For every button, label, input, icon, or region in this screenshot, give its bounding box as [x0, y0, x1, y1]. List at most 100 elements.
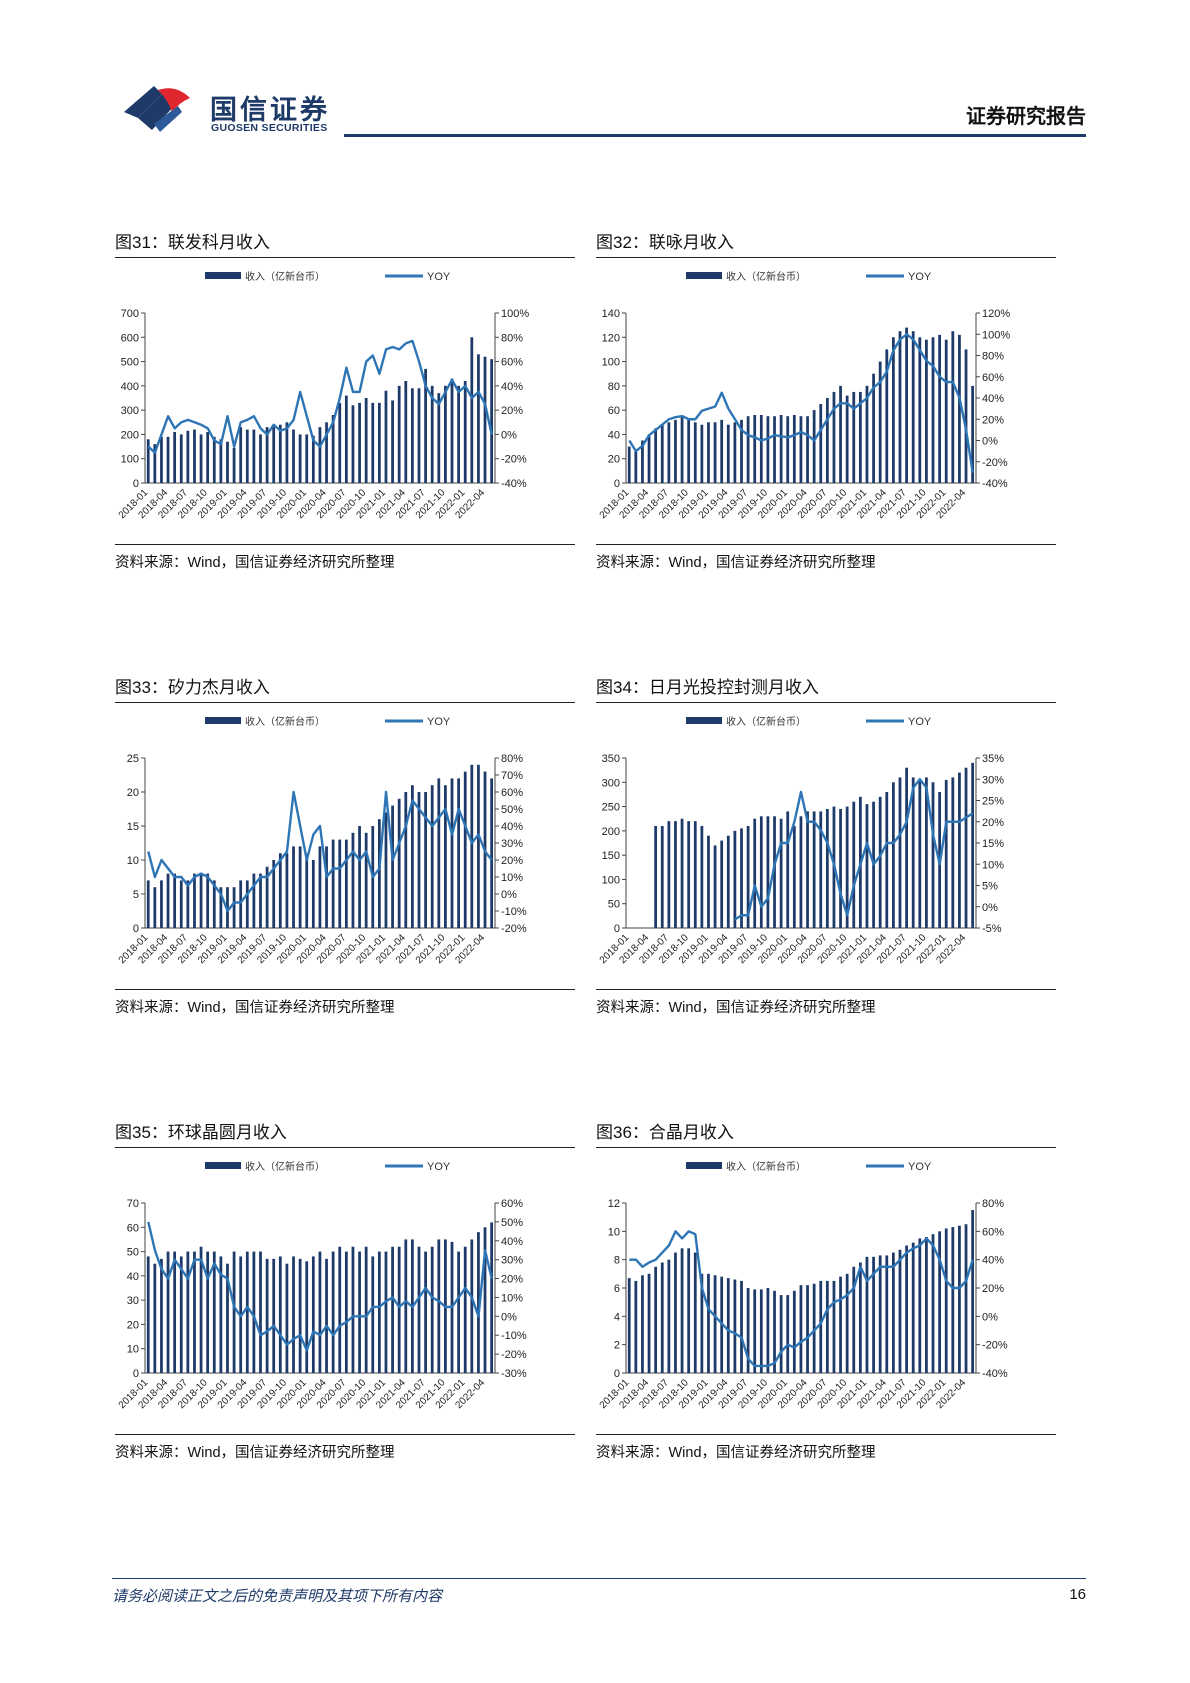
chart-panel-fig34: 图34：日月光投控封测月收入 收入（亿新台币） YOY 350 300 250 200 15… — [596, 673, 1056, 1018]
revenue-bar — [305, 434, 309, 483]
revenue-bar — [245, 880, 249, 928]
yoy-line — [734, 778, 974, 921]
right-axis-tick-label: 10% — [982, 859, 1004, 871]
revenue-bar — [892, 337, 895, 483]
revenue-bar — [193, 873, 196, 928]
revenue-bar — [812, 811, 816, 928]
revenue-bar — [153, 1263, 157, 1373]
figure-source: 资料来源：Wind，国信证券经济研究所整理 — [115, 1445, 395, 1461]
revenue-bar — [160, 880, 163, 928]
revenue-bar — [206, 1251, 210, 1373]
revenue-bar — [911, 331, 915, 483]
figure-title: 图31：联发科月收入 — [115, 233, 270, 252]
revenue-bar — [450, 778, 454, 928]
revenue-bar — [490, 778, 494, 928]
revenue-bar — [166, 1251, 170, 1373]
revenue-bar — [825, 398, 829, 483]
revenue-bar — [463, 381, 467, 483]
figure-source: 资料来源：Wind，国信证券经济研究所整理 — [596, 555, 876, 571]
revenue-bar — [490, 359, 494, 483]
revenue-bar — [806, 416, 809, 483]
left-axis-tick-label: 150 — [602, 850, 620, 862]
right-axis-tick-label: 0% — [982, 1311, 998, 1323]
revenue-bar — [733, 1279, 737, 1373]
right-axis-tick-label: 60% — [982, 372, 1004, 384]
revenue-bar — [153, 887, 157, 928]
revenue-bar — [371, 1256, 375, 1373]
revenue-bar — [713, 845, 717, 928]
revenue-bar — [424, 792, 427, 928]
chart-fig32: 收入（亿新台币） YOY 140 120 100 80 60 40 20 0 120% 100% 80%… — [598, 270, 1011, 521]
right-axis-tick-label: 50% — [501, 804, 523, 816]
legend-label-line: YOY — [908, 1161, 932, 1173]
chart-fig36: 收入（亿新台币） YOY 12 10 8 6 4 2 0 80% 60% 40% 20% 0% -20% -4… — [598, 1160, 1008, 1411]
right-axis-tick-label: -20% — [501, 923, 527, 935]
right-axis-tick-label: 35% — [982, 753, 1004, 765]
left-axis-tick-label: 0 — [614, 478, 620, 490]
right-axis-tick-label: -10% — [501, 906, 527, 918]
source-divider — [596, 544, 1056, 545]
revenue-bar — [186, 1251, 190, 1373]
right-axis-tick-label: 100% — [982, 329, 1010, 341]
revenue-bar — [792, 415, 796, 483]
revenue-bar — [918, 1238, 922, 1373]
chart-fig35: 收入（亿新台币） YOY 70 60 50 40 30 20 10 0 60% 50% 40% 30% 20… — [117, 1160, 527, 1411]
legend-label-bar: 收入（亿新台币） — [726, 715, 806, 728]
revenue-bar — [292, 429, 295, 483]
yoy-line — [629, 1230, 974, 1368]
left-axis-tick-label: 5 — [133, 889, 139, 901]
revenue-bar — [832, 1280, 836, 1373]
revenue-bar — [160, 436, 163, 483]
revenue-bar — [278, 853, 282, 928]
left-axis-tick-label: 350 — [602, 753, 620, 765]
revenue-bar — [417, 792, 421, 928]
revenue-bar — [958, 1225, 961, 1373]
revenue-bar — [674, 419, 677, 483]
right-axis-tick-label: 0% — [501, 429, 517, 441]
right-axis-tick-label: 40% — [982, 393, 1004, 405]
revenue-bar — [925, 777, 928, 928]
revenue-bar — [674, 1252, 677, 1373]
revenue-bar — [845, 1273, 849, 1373]
left-axis-tick-label: 40 — [608, 429, 620, 441]
revenue-bar — [746, 416, 750, 483]
revenue-bar — [259, 434, 262, 483]
revenue-bar — [693, 821, 697, 928]
revenue-bar — [146, 439, 150, 483]
revenue-bar — [938, 1231, 941, 1373]
revenue-bar — [444, 785, 447, 928]
revenue-bar — [166, 873, 170, 928]
revenue-bar — [812, 1283, 816, 1373]
revenue-bar — [766, 1288, 770, 1373]
footer-divider — [112, 1578, 1086, 1579]
revenue-bar — [305, 853, 309, 928]
revenue-bar — [226, 441, 229, 483]
title-divider — [115, 702, 575, 703]
right-axis-tick-label: 5% — [982, 881, 998, 893]
revenue-bar — [713, 422, 717, 483]
left-axis-tick-label: 6 — [614, 1283, 620, 1295]
revenue-bar — [971, 1210, 975, 1373]
revenue-bar — [411, 388, 414, 483]
revenue-bar — [852, 801, 856, 928]
left-axis-tick-label: 10 — [127, 1344, 139, 1356]
revenue-bar — [753, 818, 757, 928]
revenue-bar — [397, 385, 401, 483]
figure-source: 资料来源：Wind，国信证券经济研究所整理 — [115, 1000, 395, 1016]
revenue-bar — [786, 1295, 790, 1373]
page-number: 16 — [1069, 1586, 1086, 1603]
revenue-bar — [647, 1273, 651, 1373]
figure-source: 资料来源：Wind，国信证券经济研究所整理 — [596, 1000, 876, 1016]
right-axis-tick-label: 60% — [501, 787, 523, 799]
revenue-bar — [186, 430, 190, 483]
revenue-bar — [384, 812, 388, 928]
right-axis-tick-label: -20% — [982, 457, 1008, 469]
right-axis-tick-label: 0% — [501, 1311, 517, 1323]
revenue-bar — [371, 402, 375, 483]
left-axis-tick-label: 0 — [133, 1368, 139, 1380]
left-axis-tick-label: 10 — [608, 1226, 620, 1238]
revenue-bar — [858, 1262, 862, 1373]
right-axis-tick-label: 120% — [982, 308, 1010, 320]
revenue-bar — [911, 1242, 915, 1373]
left-axis-tick-label: 500 — [121, 357, 139, 369]
